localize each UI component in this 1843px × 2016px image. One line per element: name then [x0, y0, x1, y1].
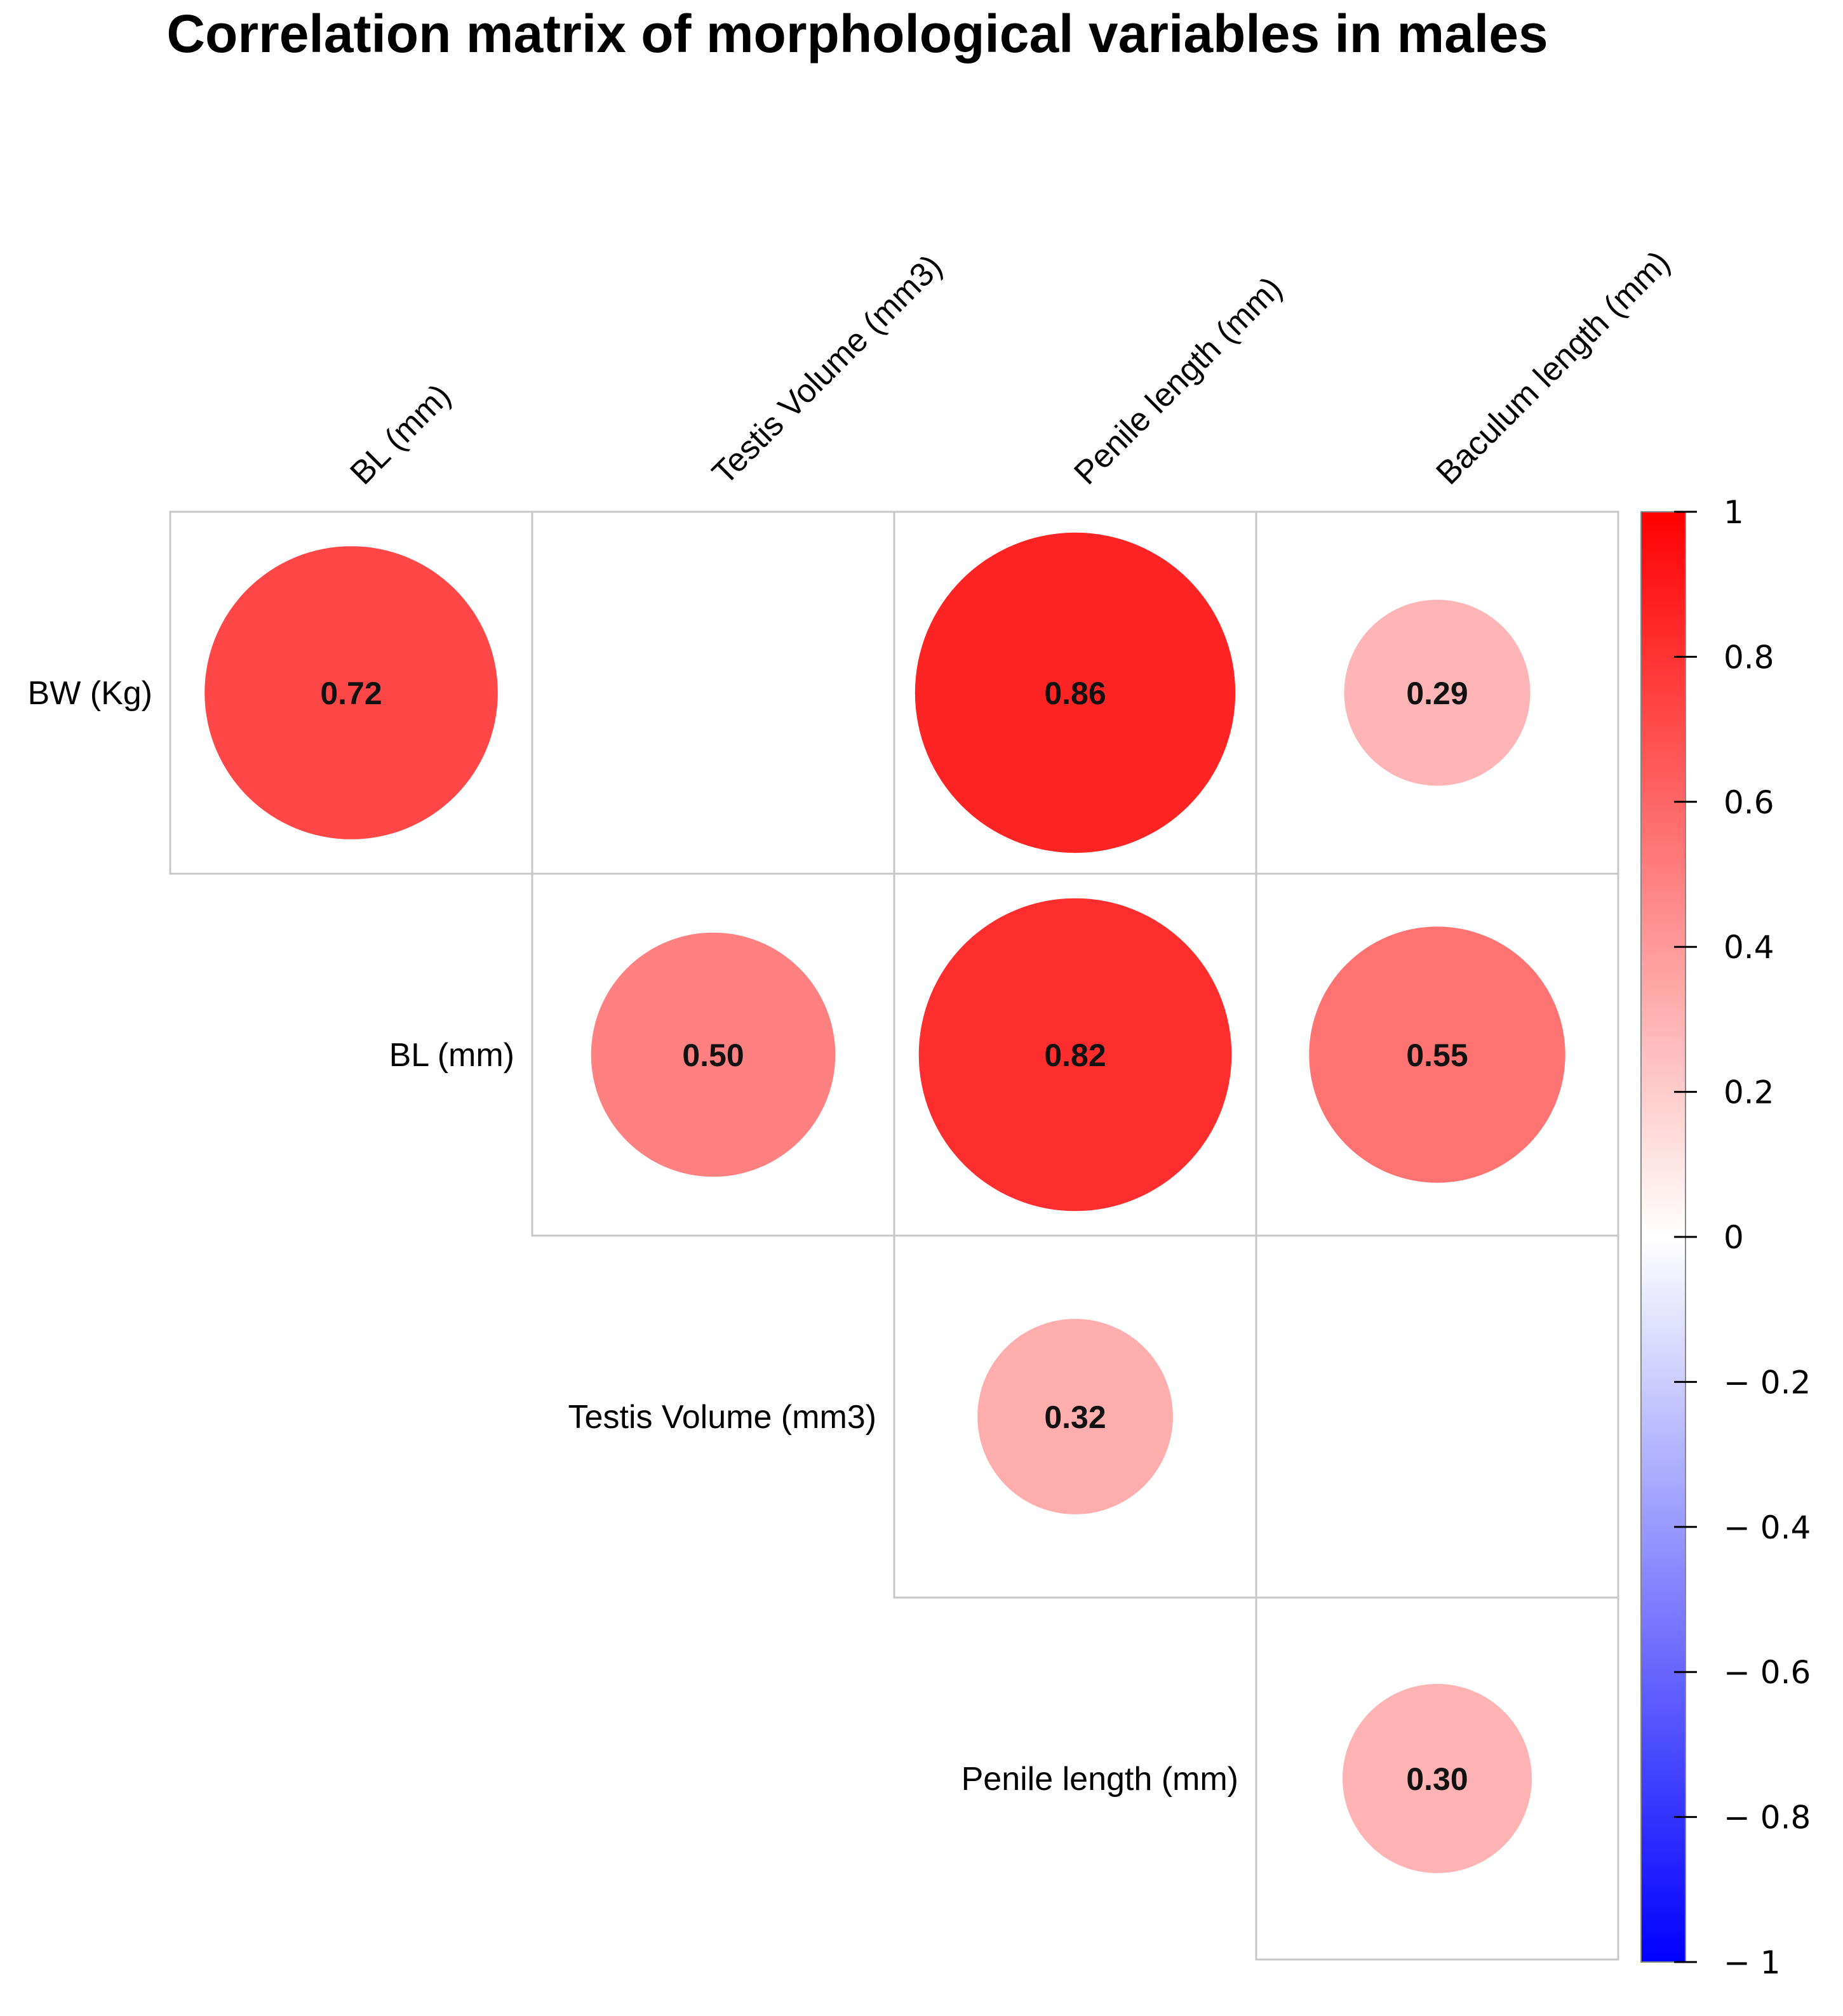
correlation-circle — [915, 532, 1236, 853]
column-label: Testis Volume (mm3) — [705, 248, 949, 491]
row-label: BL (mm) — [389, 1037, 514, 1074]
value-label-layer: 0.72 0.86 0.29 0.50 0.82 0.55 0.32 0.30 — [320, 676, 1468, 1797]
correlation-value-label: 0.30 — [1406, 1761, 1468, 1797]
row-label: Testis Volume (mm3) — [568, 1399, 876, 1436]
grid-cell — [531, 511, 895, 875]
correlation-value-label: 0.32 — [1044, 1399, 1106, 1435]
grid-layer — [169, 511, 1619, 1961]
row-label: Penile length (mm) — [962, 1761, 1238, 1798]
color-scale-tick-label: 0.2 — [1724, 1074, 1774, 1111]
color-scale-tick-label: − 0.4 — [1724, 1509, 1811, 1546]
color-scale-tick-label: 1 — [1724, 494, 1744, 531]
correlation-circle — [591, 932, 836, 1177]
circle-layer — [204, 532, 1565, 1873]
column-label-layer: BL (mm) Testis Volume (mm3) Penile length … — [343, 244, 1677, 491]
correlation-circle — [204, 546, 498, 839]
correlation-circle — [977, 1319, 1173, 1514]
color-scale-tick-label: − 0.8 — [1724, 1799, 1811, 1836]
correlation-value-label: 0.72 — [320, 676, 382, 711]
color-scale-tick-label: 0 — [1724, 1219, 1744, 1256]
correlation-circle — [918, 898, 1232, 1212]
chart-title: Correlation matrix of morphological vari… — [166, 4, 1548, 63]
color-scale-tick-label: 0.8 — [1724, 639, 1774, 676]
color-scale-tick-label: − 1 — [1724, 1944, 1781, 1981]
column-label: Baculum length (mm) — [1429, 244, 1677, 491]
column-label: Penile length (mm) — [1067, 270, 1289, 492]
correlation-circle — [1343, 1684, 1532, 1873]
color-scale-tick-label: 0.4 — [1724, 929, 1774, 966]
color-scale-tick-label: 0.6 — [1724, 784, 1774, 821]
color-scale-tick-label: − 0.2 — [1724, 1364, 1811, 1401]
row-label: BW (Kg) — [28, 675, 152, 712]
grid-cell — [1255, 1234, 1619, 1599]
color-scale-tick-label: − 0.6 — [1724, 1654, 1811, 1691]
correlation-value-label: 0.55 — [1406, 1038, 1468, 1073]
correlation-value-label: 0.29 — [1406, 676, 1468, 711]
column-label: BL (mm) — [343, 377, 458, 492]
correlation-value-label: 0.86 — [1044, 676, 1106, 711]
correlation-value-label: 0.82 — [1044, 1038, 1106, 1073]
correlation-value-label: 0.50 — [682, 1038, 744, 1073]
correlation-circle — [1344, 599, 1531, 786]
correlation-circle — [1309, 926, 1565, 1183]
grid-cell — [1255, 1596, 1619, 1961]
color-scale-legend: 1 0.8 0.6 0.4 0.2 0 − 0.2 − 0.4 − 0.6 − 0.8 − 1 — [1640, 494, 1811, 1981]
row-label-layer: BW (Kg) BL (mm) Testis Volume (mm3) Penile … — [28, 675, 1238, 1798]
